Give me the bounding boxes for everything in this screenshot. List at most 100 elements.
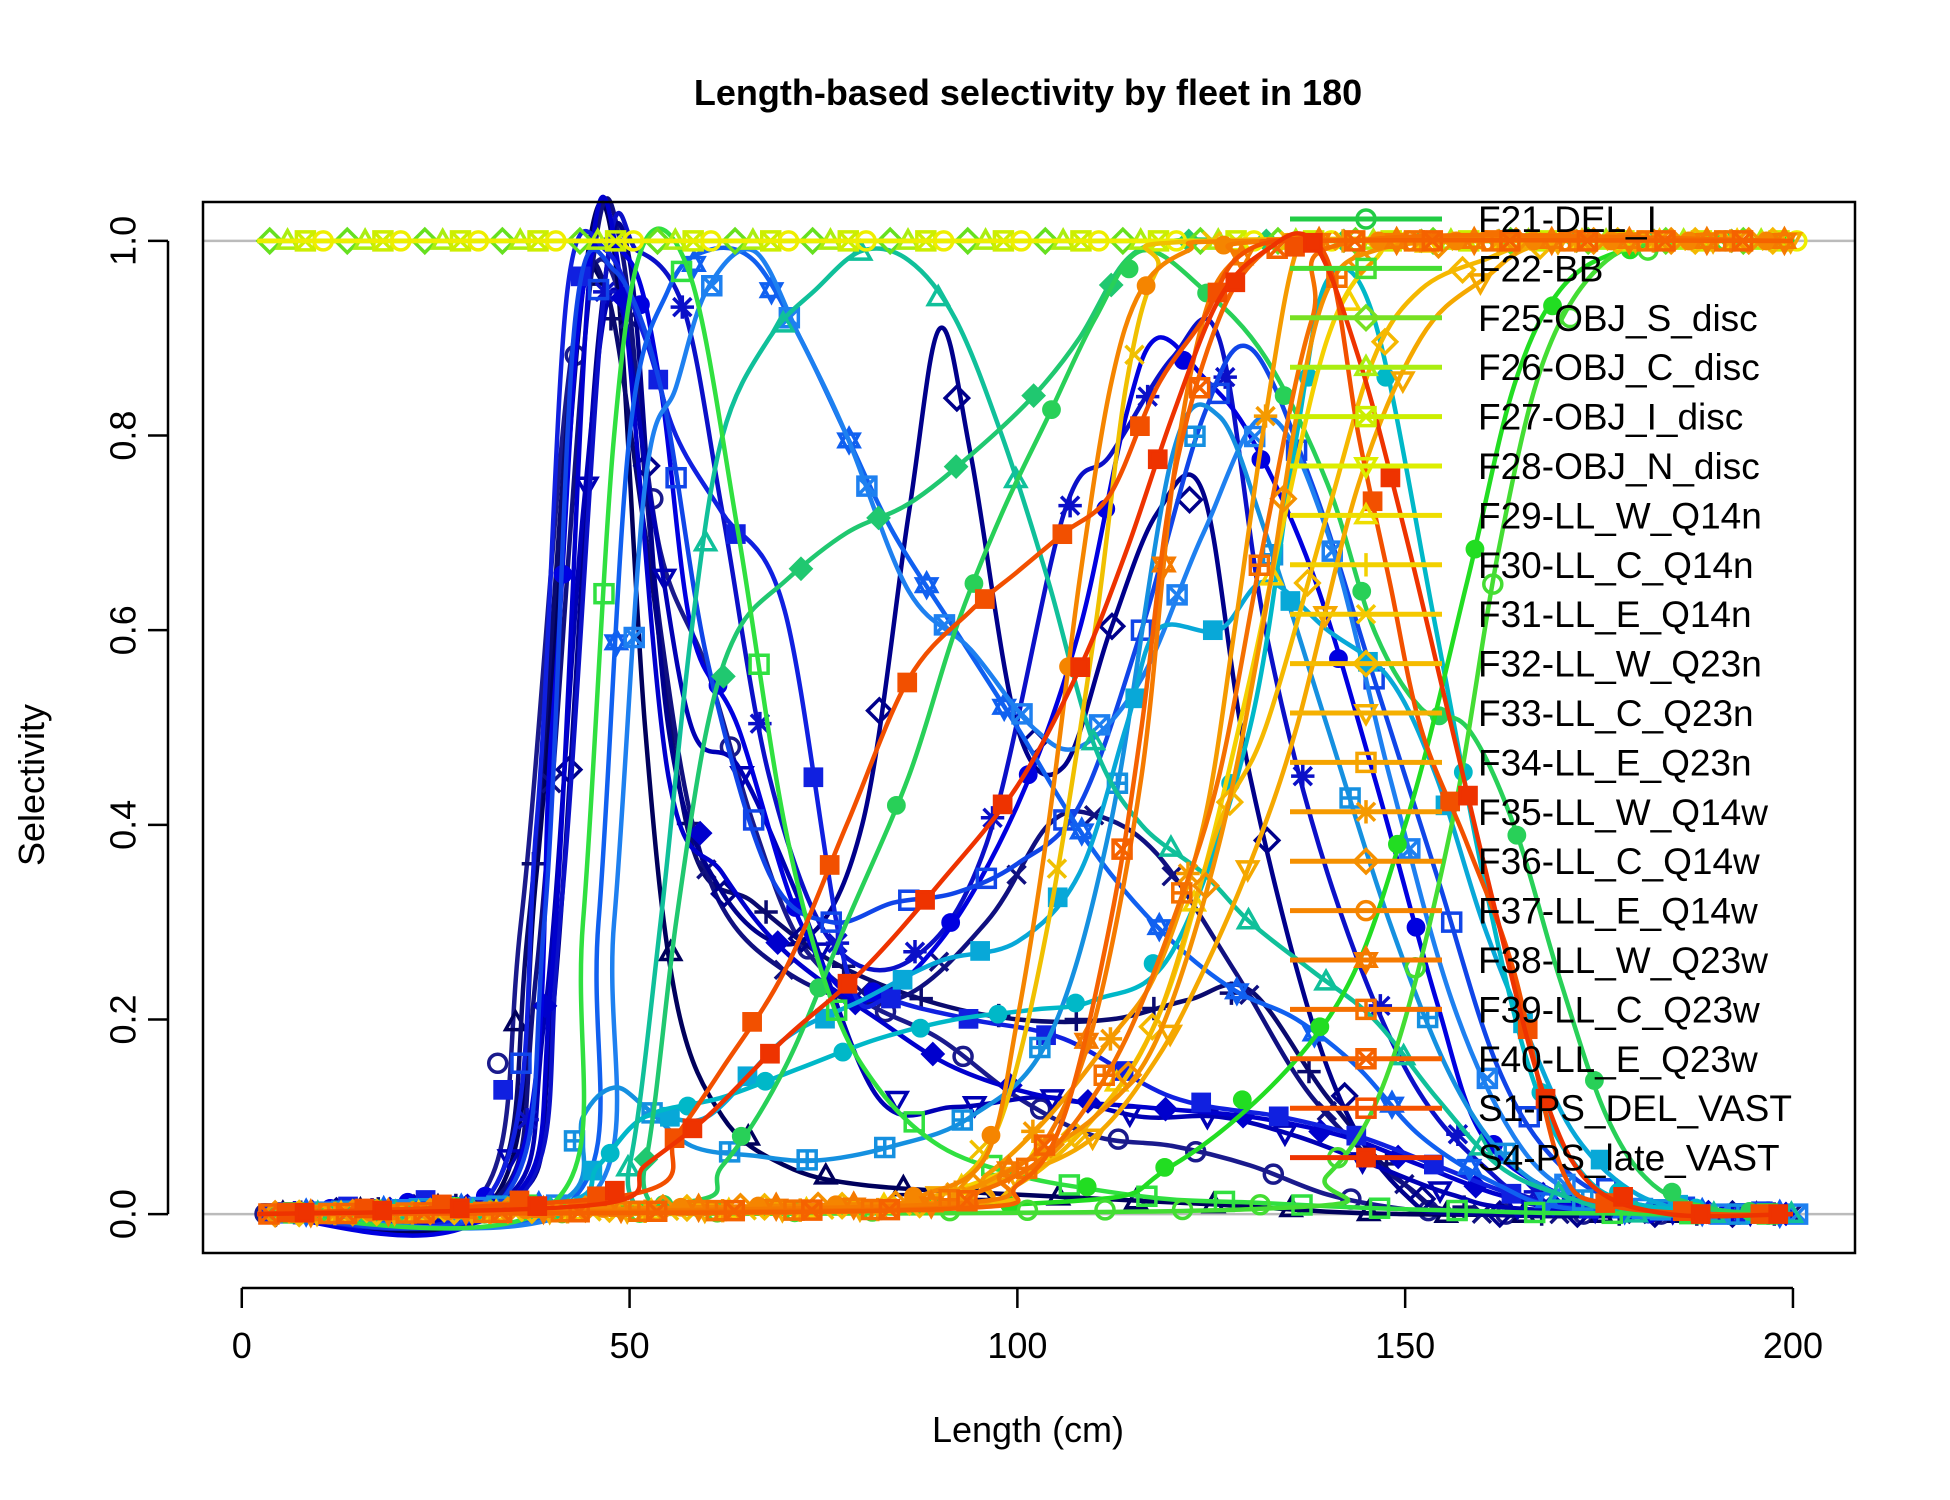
data-point <box>372 1200 393 1221</box>
data-point <box>1467 273 1494 296</box>
data-point <box>488 226 517 256</box>
data-point <box>1158 834 1184 857</box>
data-point <box>855 230 877 252</box>
data-point <box>1147 449 1168 470</box>
data-point <box>1184 425 1206 447</box>
data-point <box>1559 306 1582 329</box>
data-point <box>1291 764 1315 788</box>
data-point <box>992 794 1013 815</box>
data-point <box>651 568 678 592</box>
data-point <box>1153 1096 1178 1122</box>
data-point <box>943 454 969 479</box>
data-point <box>897 672 918 693</box>
data-point <box>765 930 791 955</box>
legend-label: F25-OBJ_S_disc <box>1478 298 1758 339</box>
data-point <box>1458 785 1478 806</box>
data-point <box>911 1018 930 1038</box>
legend-label: F31-LL_E_Q14n <box>1478 594 1752 635</box>
data-point <box>545 230 567 252</box>
data-point <box>723 1199 746 1222</box>
x-axis-label: Length (cm) <box>932 1409 1124 1450</box>
data-point <box>837 973 858 994</box>
data-point <box>665 466 687 489</box>
data-point <box>970 941 990 961</box>
data-point <box>1021 1119 1045 1144</box>
data-point <box>1368 1197 1391 1219</box>
data-point <box>593 280 617 304</box>
data-point <box>975 867 998 890</box>
data-point <box>1370 327 1400 356</box>
data-point <box>1171 882 1193 904</box>
data-point <box>953 226 982 256</box>
data-point <box>913 569 940 601</box>
data-point <box>1545 1179 1572 1203</box>
data-point <box>884 1090 911 1114</box>
data-point <box>819 855 840 875</box>
data-point <box>1351 847 1381 876</box>
legend-label: F21-DEL_I <box>1478 199 1657 240</box>
legend-entry: S4-PS_late_VAST <box>1290 1138 1780 1179</box>
data-point <box>1077 1177 1097 1197</box>
data-point <box>1690 1204 1711 1224</box>
data-point <box>1354 800 1378 824</box>
data-point <box>981 1125 1001 1145</box>
data-point <box>1015 1157 1038 1180</box>
data-point <box>1070 657 1091 678</box>
data-point <box>1297 1059 1321 1084</box>
data-point <box>964 574 984 593</box>
data-point <box>1058 493 1082 518</box>
data-point <box>1406 917 1426 937</box>
data-point <box>1352 581 1372 601</box>
series-line <box>257 200 1794 1235</box>
data-point <box>748 711 772 736</box>
data-point <box>1166 584 1188 606</box>
data-point <box>991 691 1018 723</box>
data-point <box>958 1172 988 1201</box>
data-point <box>1010 230 1032 252</box>
data-point <box>1136 276 1156 296</box>
data-point <box>1355 603 1377 625</box>
chart-title: Length-based selectivity by fleet in 180 <box>694 72 1362 113</box>
data-point <box>803 767 824 788</box>
data-point <box>1052 524 1073 545</box>
legend-entry: F37-LL_E_Q14w <box>1290 891 1758 932</box>
y-tick-label: 0.4 <box>103 800 144 850</box>
data-point <box>873 1136 896 1159</box>
data-point <box>515 1107 539 1132</box>
data-point <box>1654 230 1676 252</box>
data-point <box>1353 353 1379 377</box>
data-point <box>820 911 842 933</box>
y-tick-label: 1.0 <box>103 216 144 266</box>
series-line <box>257 402 1794 1218</box>
data-point <box>1234 860 1261 884</box>
data-point <box>687 820 713 846</box>
data-point <box>1280 591 1301 611</box>
series-line <box>257 246 1794 1218</box>
data-point <box>1316 1100 1338 1122</box>
data-point <box>974 589 995 609</box>
legend-label: F28-OBJ_N_disc <box>1478 446 1760 487</box>
data-point <box>1771 225 1798 257</box>
x-axis: 0 50 100 150 200 <box>232 1286 1823 1366</box>
data-point <box>1662 1182 1682 1202</box>
data-point <box>1268 1106 1289 1127</box>
data-point <box>670 295 695 319</box>
data-point <box>1031 226 1060 256</box>
data-point <box>700 230 722 252</box>
data-point <box>1253 404 1278 428</box>
data-point <box>312 230 334 252</box>
data-point <box>952 1045 974 1068</box>
legend-entry: F32-LL_W_Q23n <box>1290 644 1762 685</box>
data-point <box>825 999 848 1021</box>
data-point <box>1465 539 1485 559</box>
data-point <box>600 1143 620 1163</box>
data-point <box>903 1111 925 1133</box>
legend-entry: F26-OBJ_C_disc <box>1290 347 1760 388</box>
data-point <box>1191 1092 1212 1113</box>
data-point <box>1016 1199 1039 1222</box>
data-point <box>1068 816 1095 847</box>
data-point <box>643 226 672 256</box>
data-point <box>1368 994 1393 1018</box>
legend-entry: F21-DEL_I <box>1290 199 1657 240</box>
series-line <box>257 237 1794 1217</box>
